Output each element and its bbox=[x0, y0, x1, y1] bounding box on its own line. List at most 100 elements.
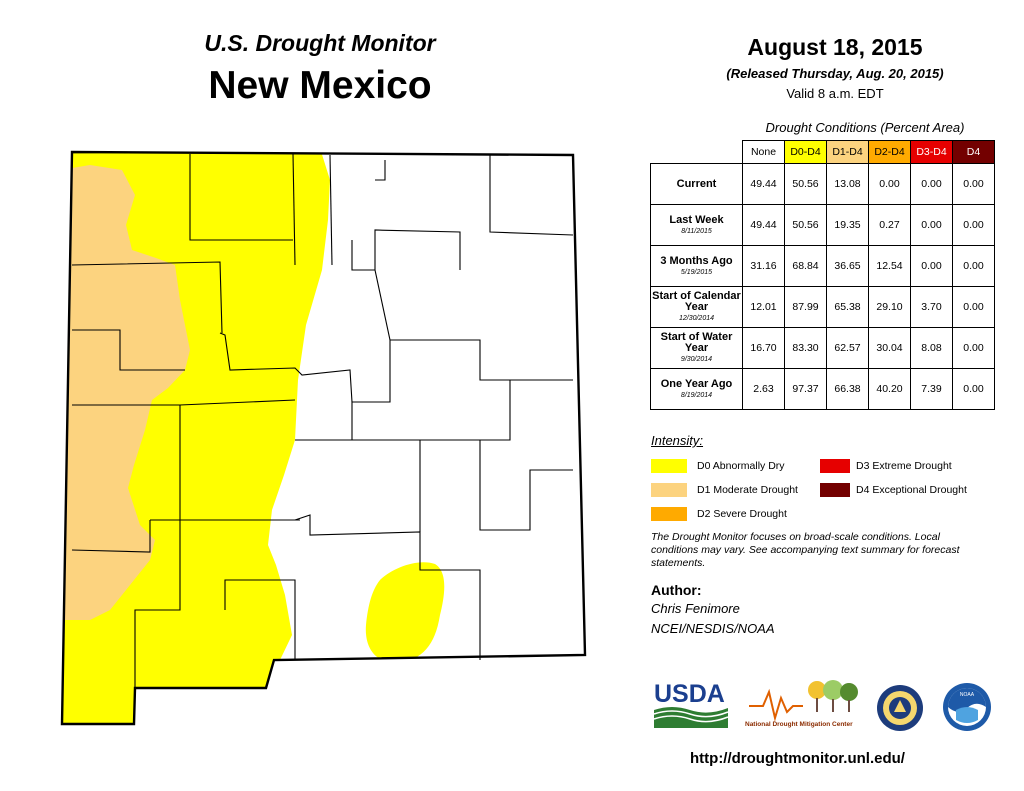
legend-swatch bbox=[820, 483, 850, 497]
table-cell: 30.04 bbox=[868, 327, 911, 369]
table-cell: 0.27 bbox=[868, 204, 911, 246]
col-header-d3-d4: D3-D4 bbox=[910, 140, 953, 164]
table-row: Last Week 8/11/2015 49.44 50.56 19.35 0.2… bbox=[650, 204, 995, 246]
table-cell: 7.39 bbox=[910, 368, 953, 410]
legend-item-d1: D1 Moderate Drought bbox=[651, 483, 798, 497]
legend-item-d4: D4 Exceptional Drought bbox=[820, 483, 967, 497]
table-cell: 62.57 bbox=[826, 327, 869, 369]
table-cell: 83.30 bbox=[784, 327, 827, 369]
table-cell: 0.00 bbox=[868, 163, 911, 205]
table-cell: 87.99 bbox=[784, 286, 827, 328]
table-cell: 0.00 bbox=[952, 245, 995, 287]
col-header-d2-d4: D2-D4 bbox=[868, 140, 911, 164]
valid-time: Valid 8 a.m. EDT bbox=[786, 86, 884, 101]
table-cell: 40.20 bbox=[868, 368, 911, 410]
ndmc-logo: National Drought Mitigation Center bbox=[745, 680, 858, 728]
state-name: New Mexico bbox=[208, 64, 432, 107]
author-heading: Author: bbox=[651, 582, 702, 598]
release-date: (Released Thursday, Aug. 20, 2015) bbox=[726, 66, 944, 81]
noaa-logo: NOAA bbox=[943, 683, 991, 731]
table-cell: 49.44 bbox=[742, 204, 785, 246]
legend-swatch bbox=[651, 483, 687, 497]
legend-item-d3: D3 Extreme Drought bbox=[820, 459, 952, 473]
noaa-logo-text: NOAA bbox=[960, 692, 975, 698]
table-cell: 97.37 bbox=[784, 368, 827, 410]
map-title: U.S. Drought Monitor bbox=[204, 30, 436, 56]
legend-label: D0 Abnormally Dry bbox=[697, 460, 785, 472]
table-row: One Year Ago 8/19/2014 2.63 97.37 66.38 4… bbox=[650, 368, 995, 410]
table-cell: 50.56 bbox=[784, 163, 827, 205]
table-cell: 0.00 bbox=[910, 245, 953, 287]
table-cell: 0.00 bbox=[952, 163, 995, 205]
usda-logo: USDA bbox=[653, 680, 729, 728]
table-cell: 65.38 bbox=[826, 286, 869, 328]
table-cell: 31.16 bbox=[742, 245, 785, 287]
legend-item-d0: D0 Abnormally Dry bbox=[651, 459, 785, 473]
table-cell: 8.08 bbox=[910, 327, 953, 369]
table-cell: 0.00 bbox=[910, 204, 953, 246]
table-cell: 3.70 bbox=[910, 286, 953, 328]
table-cell: 49.44 bbox=[742, 163, 785, 205]
legend-label: D1 Moderate Drought bbox=[697, 484, 798, 496]
table-cell: 12.01 bbox=[742, 286, 785, 328]
county-boundaries bbox=[71, 153, 574, 688]
table-cell: 66.38 bbox=[826, 368, 869, 410]
row-date: 9/30/2014 bbox=[680, 356, 713, 363]
row-date: 8/19/2014 bbox=[680, 391, 713, 399]
table-cell: 0.00 bbox=[952, 368, 995, 410]
table-cell: 12.54 bbox=[868, 245, 911, 287]
row-label-text: Start of Water Year bbox=[660, 331, 733, 354]
table-caption: Drought Conditions (Percent Area) bbox=[765, 120, 965, 135]
row-label-text: 3 Months Ago bbox=[660, 254, 733, 267]
table-row: Start of Calendar Year 12/30/2014 12.01 8… bbox=[650, 286, 995, 328]
col-header-none: None bbox=[742, 140, 785, 164]
table-cell: 68.84 bbox=[784, 245, 827, 287]
table-cell: 0.00 bbox=[952, 286, 995, 328]
table-cell: 16.70 bbox=[742, 327, 785, 369]
table-cell: 29.10 bbox=[868, 286, 911, 328]
table-row: Start of Water Year 9/30/2014 16.70 83.30… bbox=[650, 327, 995, 369]
table-cell: 0.00 bbox=[952, 204, 995, 246]
table-cell: 13.08 bbox=[826, 163, 869, 205]
row-date: 5/19/2015 bbox=[680, 268, 713, 276]
table-cell: 2.63 bbox=[742, 368, 785, 410]
table-row: Current 49.44 50.56 13.08 0.00 0.00 0.00 bbox=[650, 163, 995, 205]
d0-abnormally-dry-area-southeast bbox=[365, 562, 445, 663]
table-corner bbox=[650, 140, 743, 164]
author-name: Chris Fenimore bbox=[651, 601, 740, 616]
row-label: One Year Ago 8/19/2014 bbox=[650, 368, 743, 410]
map-date: August 18, 2015 bbox=[747, 34, 923, 60]
new-mexico-drought-map bbox=[60, 150, 587, 726]
row-label-text: Last Week bbox=[669, 213, 724, 226]
row-label: Start of Water Year 9/30/2014 bbox=[650, 327, 743, 369]
drought-conditions-table: None D0-D4 D1-D4 D2-D4 D3-D4 D4 Current … bbox=[650, 140, 995, 410]
website-url[interactable]: http://droughtmonitor.unl.edu/ bbox=[690, 750, 905, 767]
col-header-d4: D4 bbox=[952, 140, 995, 164]
row-label: Current bbox=[650, 163, 743, 205]
table-cell: 36.65 bbox=[826, 245, 869, 287]
usda-logo-text: USDA bbox=[654, 680, 725, 708]
legend-label: D3 Extreme Drought bbox=[856, 460, 952, 472]
author-organization: NCEI/NESDIS/NOAA bbox=[651, 621, 775, 636]
row-label-text: Start of Calendar Year bbox=[652, 290, 741, 313]
row-label: Start of Calendar Year 12/30/2014 bbox=[650, 286, 743, 328]
col-header-d0-d4: D0-D4 bbox=[784, 140, 827, 164]
table-cell: 0.00 bbox=[910, 163, 953, 205]
legend-swatch bbox=[651, 507, 687, 521]
state-outline bbox=[60, 150, 587, 726]
row-label: Last Week 8/11/2015 bbox=[650, 204, 743, 246]
row-date: 8/11/2015 bbox=[681, 227, 712, 235]
table-row: 3 Months Ago 5/19/2015 31.16 68.84 36.65 … bbox=[650, 245, 995, 287]
row-date: 12/30/2014 bbox=[678, 315, 715, 322]
legend-swatch bbox=[651, 459, 687, 473]
row-label: 3 Months Ago 5/19/2015 bbox=[650, 245, 743, 287]
row-label-text: One Year Ago bbox=[660, 377, 733, 390]
legend-title: Intensity: bbox=[651, 433, 704, 448]
commerce-seal-logo bbox=[877, 685, 923, 731]
table-cell: 50.56 bbox=[784, 204, 827, 246]
disclaimer-note: The Drought Monitor focuses on broad-sca… bbox=[651, 531, 960, 569]
table-cell: 19.35 bbox=[826, 204, 869, 246]
table-header-row: None D0-D4 D1-D4 D2-D4 D3-D4 D4 bbox=[650, 140, 995, 164]
row-label-text: Current bbox=[676, 177, 717, 190]
col-header-d1-d4: D1-D4 bbox=[826, 140, 869, 164]
